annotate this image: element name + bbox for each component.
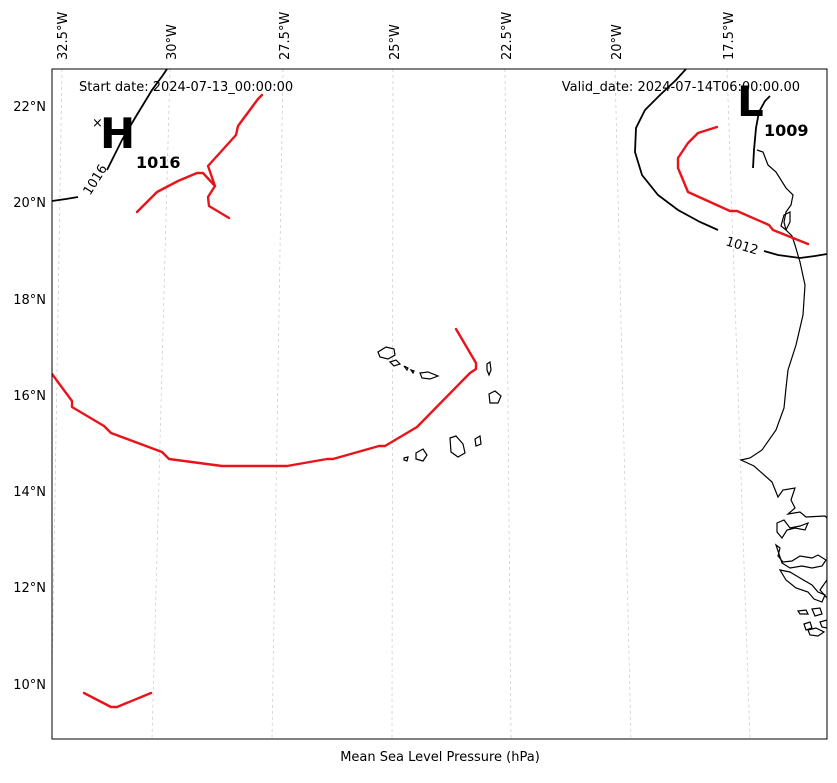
isobar-label: 1012 <box>724 234 760 258</box>
isobar-1012 <box>634 69 719 231</box>
lat-tick-label: 10°N <box>13 678 46 693</box>
lat-tick-label: 14°N <box>13 485 46 500</box>
high-center-value: 1016 <box>136 153 181 172</box>
island-outline <box>419 371 440 380</box>
lat-tick-label: 22°N <box>13 100 46 115</box>
coast-segment <box>811 607 823 617</box>
front-line <box>52 327 478 468</box>
island-outline <box>403 456 409 462</box>
island-outline <box>415 448 428 462</box>
lat-tick-label: 16°N <box>13 389 46 404</box>
island-outline <box>449 435 466 458</box>
cape-verde-islands <box>377 346 502 462</box>
island-outline <box>388 359 402 367</box>
coast-segment <box>778 569 826 603</box>
low-center-value: 1009 <box>764 121 809 140</box>
latitude-tick-labels: 22°N 20°N 18°N 16°N 14°N 12°N 10°N <box>13 100 46 693</box>
island-outline <box>409 368 415 375</box>
front-line <box>82 691 153 709</box>
coast-segment <box>819 619 827 629</box>
high-pressure-center: × H 1016 <box>92 109 181 172</box>
lon-tick-label: 22.5°W <box>500 12 515 60</box>
graticule <box>52 69 751 739</box>
lon-tick-label: 32.5°W <box>56 12 71 60</box>
coast-segment <box>776 519 810 540</box>
low-pressure-center: L 1009 <box>737 77 809 140</box>
island-outline <box>488 390 502 404</box>
front-line <box>135 171 231 220</box>
coast-segment <box>796 609 809 615</box>
longitude-tick-labels: 32.5°W 30°W 27.5°W 25°W 22.5°W 20°W 17.5… <box>56 12 737 60</box>
low-center-letter: L <box>737 77 764 126</box>
island-outline <box>377 346 396 360</box>
high-center-letter: H <box>100 109 135 158</box>
isobar-low-ring <box>752 95 771 169</box>
lon-tick-label: 30°W <box>165 24 180 60</box>
valid-date-label: Valid_date: 2024-07-14T06:00:00.00 <box>562 80 800 95</box>
lon-tick-label: 17.5°W <box>722 12 737 60</box>
lon-tick-label: 25°W <box>388 24 403 60</box>
lat-tick-label: 12°N <box>13 581 46 596</box>
lat-tick-label: 18°N <box>13 293 46 308</box>
start-date-label: Start date: 2024-07-13_00:00:00 <box>79 80 293 95</box>
island-outline <box>486 360 492 377</box>
front-line <box>676 125 810 246</box>
island-outline <box>474 435 482 447</box>
coast-segment <box>774 543 827 569</box>
island-outline <box>403 365 409 372</box>
front-line <box>206 93 264 188</box>
africa-coastline-inner <box>780 211 791 231</box>
high-center-marker: × <box>92 116 103 131</box>
coast-segment <box>807 627 826 637</box>
lat-tick-label: 20°N <box>13 196 46 211</box>
coast-segment <box>803 621 813 631</box>
isobar-1016 <box>106 69 168 171</box>
africa-coastline <box>739 149 827 599</box>
lon-tick-label: 20°W <box>610 24 625 60</box>
isobar-1012 <box>763 250 827 259</box>
isobar-1016 <box>52 196 79 202</box>
map-frame <box>51 68 828 740</box>
map-caption: Mean Sea Level Pressure (hPa) <box>340 750 540 765</box>
isobar-label: 1016 <box>81 162 111 198</box>
lon-tick-label: 27.5°W <box>278 12 293 60</box>
